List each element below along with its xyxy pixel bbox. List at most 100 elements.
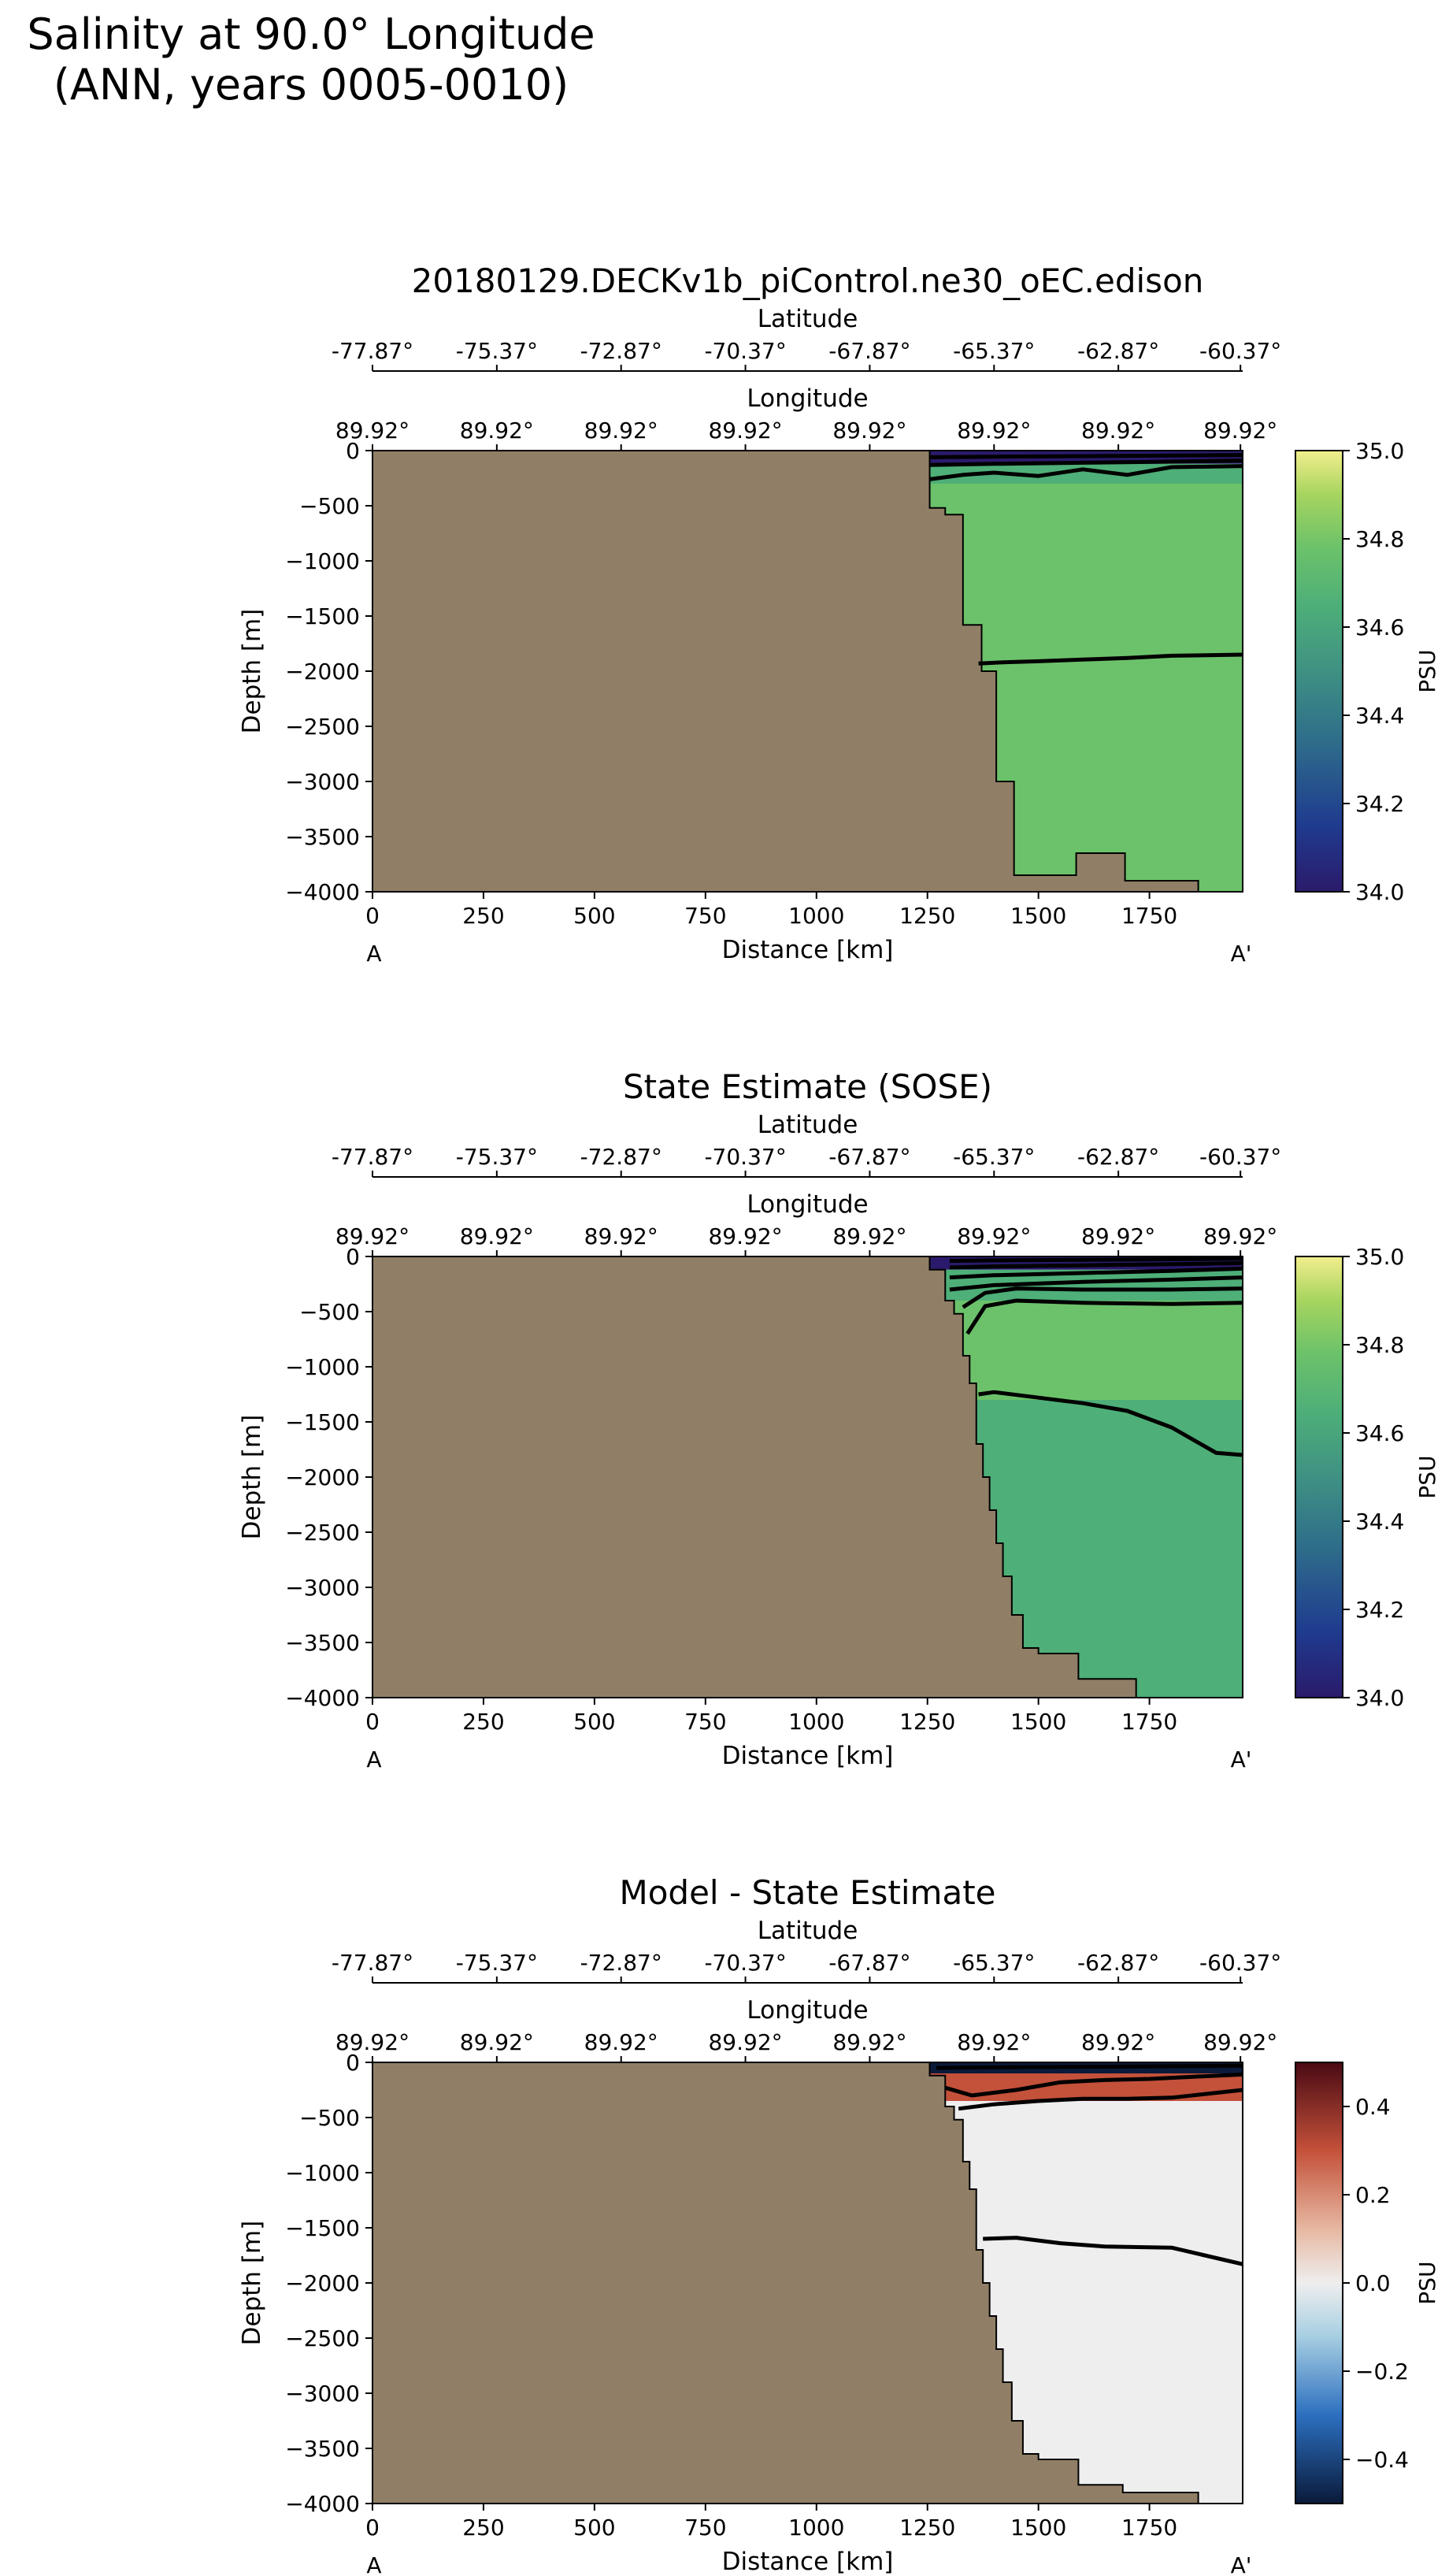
top-axis-tick-label: -77.87° (332, 338, 413, 364)
y-tick-label: −4000 (285, 1685, 360, 1711)
top-axis-tick-label: 89.92° (335, 2029, 410, 2055)
top-axis-tick-label: -65.37° (953, 1144, 1035, 1170)
top-axis-label: Latitude (758, 1111, 858, 1139)
x-tick-label: 750 (684, 2515, 726, 2541)
suptitle-line-2: (ANN, years 0005-0010) (54, 60, 569, 109)
x-tick-label: 1750 (1121, 903, 1177, 929)
y-tick-label: −1500 (285, 2215, 360, 2241)
colorbar-tick-label: −0.4 (1355, 2447, 1409, 2473)
colorbar-tick-label: 34.6 (1355, 1420, 1404, 1446)
endpoint-label-start: A (366, 1746, 381, 1772)
top-axis-tick-label: -77.87° (332, 1950, 413, 1976)
y-tick-label: −3000 (285, 769, 360, 795)
y-axis-label: Depth [m] (238, 2221, 266, 2346)
top-axis-tick-label: -72.87° (580, 1144, 662, 1170)
colorbar-tick-label: 0.2 (1355, 2182, 1391, 2208)
top-axis-tick-label: -72.87° (580, 338, 662, 364)
colorbar: 0.4 0.2 0.0 −0.2 −0.4 PSU (1295, 2062, 1440, 2504)
endpoint-label-end: A' (1231, 941, 1252, 967)
top-axis-tick-label: -67.87° (828, 1950, 910, 1976)
contour-line (949, 1260, 1243, 1270)
x-tick-label: 1500 (1010, 903, 1066, 929)
contour-line (929, 464, 1243, 481)
y-tick-label: −1000 (285, 2160, 360, 2186)
x-tick-label: 1250 (899, 2515, 955, 2541)
x-tick-label: 500 (573, 2515, 615, 2541)
y-tick-label: −2500 (285, 714, 360, 740)
colorbar-tick-label: 0.0 (1355, 2270, 1391, 2296)
top-axis-tick-label: 89.92° (1203, 2029, 1277, 2055)
colorbar-tick-label: 34.2 (1355, 791, 1404, 817)
x-axis-label: Distance [km] (722, 1742, 894, 1770)
top-axis-tick-label: 89.92° (957, 1223, 1031, 1249)
colorbar-tick-label: 34.8 (1355, 1332, 1404, 1358)
land-mask (372, 1256, 1136, 1698)
colorbar: 34.0 34.2 34.4 34.6 34.8 35.0 PSU (1295, 438, 1440, 905)
bathymetry-edge (928, 1256, 1137, 1698)
top-axis-tick-label: 89.92° (1203, 418, 1277, 444)
top-axis-tick-label: 89.92° (957, 2029, 1031, 2055)
contour-line (949, 1256, 1243, 1264)
top-axis-tick-label: 89.92° (335, 418, 410, 444)
top-axis-tick-label: -65.37° (953, 1950, 1035, 1976)
colorbar-tick-label: 0.4 (1355, 2094, 1391, 2120)
x-tick-label: 250 (462, 1709, 504, 1735)
contour-line (936, 2063, 1243, 2070)
panel-title: 20180129.DECKv1b_piControl.ne30_oEC.edis… (412, 262, 1204, 300)
panels: 20180129.DECKv1b_piControl.ne30_oEC.edis… (238, 262, 1440, 2576)
colorbar-tick-label: 34.6 (1355, 614, 1404, 640)
contour-line (949, 1275, 1243, 1292)
endpoint-label-start: A (366, 941, 381, 967)
colorbar-tick-label: 34.4 (1355, 703, 1404, 729)
contour-line (978, 1390, 1243, 1457)
colorbar-tick-label: 35.0 (1355, 438, 1404, 464)
contour-line (983, 2236, 1243, 2266)
y-tick-label: −3500 (285, 824, 360, 850)
top-axis-tick-label: -72.87° (580, 1950, 662, 1976)
top-axis-tick-label: -75.37° (456, 338, 538, 364)
panel-title: Model - State Estimate (620, 1873, 996, 1912)
top-axis-tick-label: -75.37° (456, 1144, 538, 1170)
panel-2: State Estimate (SOSE) Latitude -77.87° -75.… (238, 1067, 1440, 1772)
endpoint-label-start: A (366, 2552, 381, 2576)
colorbar-label: PSU (1414, 1455, 1440, 1498)
top-axis-label: Latitude (758, 305, 858, 333)
top-axis-tick-label: 89.92° (584, 1223, 658, 1249)
top-axis-tick-label: 89.92° (832, 2029, 906, 2055)
bathymetry-edge (928, 2062, 1199, 2504)
top-axis-tick-label: 89.92° (708, 2029, 782, 2055)
top-axis-tick-label: 89.92° (1081, 2029, 1155, 2055)
top-axis-tick-label: 89.92° (335, 1223, 410, 1249)
colorbar-tick-label: 34.0 (1355, 1685, 1404, 1711)
suptitle-line-1: Salinity at 90.0° Longitude (27, 9, 595, 59)
contour-line (965, 1298, 1243, 1335)
x-tick-label: 1000 (788, 903, 844, 929)
top-axis-label: Latitude (758, 1917, 858, 1945)
x-tick-label: 0 (365, 2515, 380, 2541)
bathymetry-edge (928, 451, 1199, 892)
top-axis-tick-label: 89.92° (460, 1223, 534, 1249)
top-axis-tick-label: -70.37° (704, 338, 786, 364)
colorbar-label: PSU (1414, 649, 1440, 692)
x-tick-label: 1500 (1010, 2515, 1066, 2541)
contour-line (949, 1266, 1243, 1280)
x-tick-label: 1500 (1010, 1709, 1066, 1735)
x-tick-label: 250 (462, 2515, 504, 2541)
x-tick-label: 500 (573, 903, 615, 929)
x-axis-label: Distance [km] (722, 936, 894, 964)
y-tick-label: −3500 (285, 1630, 360, 1656)
top-axis-tick-label: 89.92° (957, 418, 1031, 444)
y-tick-label: −3500 (285, 2436, 360, 2462)
top-axis-tick-label: 89.92° (708, 418, 782, 444)
x-tick-label: 0 (365, 1709, 380, 1735)
y-tick-label: −1500 (285, 603, 360, 629)
y-tick-label: 0 (346, 2050, 360, 2076)
colorbar-gradient (1295, 2062, 1343, 2504)
colorbar-tick-label: 34.2 (1355, 1597, 1404, 1623)
top-axis-tick-label: -65.37° (953, 338, 1035, 364)
top-axis-tick-label: 89.92° (460, 2029, 534, 2055)
y-tick-label: −1000 (285, 548, 360, 574)
x-tick-label: 750 (684, 903, 726, 929)
top-axis-tick-label: -70.37° (704, 1950, 786, 1976)
colorbar-tick-label: 34.4 (1355, 1509, 1404, 1535)
